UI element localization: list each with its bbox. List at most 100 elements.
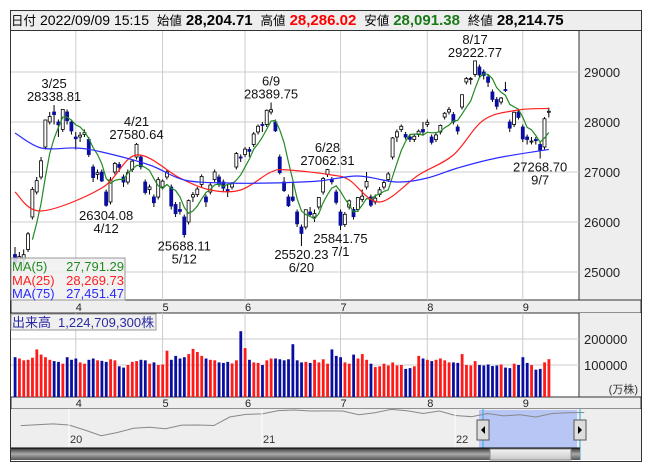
- volume-bar: [35, 349, 39, 397]
- candle-body: [390, 137, 395, 158]
- ma-legend: [10, 257, 126, 301]
- candle-body: [442, 112, 447, 118]
- volume-bar: [143, 360, 147, 397]
- volume-bar: [261, 365, 264, 397]
- candle-body: [408, 136, 412, 140]
- candle-body: [334, 191, 339, 203]
- annotation-value: 25841.75: [313, 231, 367, 246]
- annotation-value: 27580.64: [109, 127, 163, 142]
- candle-body: [238, 156, 243, 159]
- annotation-date: 5/12: [172, 252, 197, 267]
- month-label: 5: [162, 398, 168, 410]
- candle-body: [65, 111, 69, 122]
- volume-tick-label: 200000: [584, 332, 627, 347]
- volume-bar: [152, 362, 156, 397]
- candle-body: [308, 211, 313, 215]
- candle-body: [360, 195, 365, 200]
- candle-body: [286, 196, 291, 207]
- volume-bar: [452, 362, 455, 397]
- ma75-value: 27,451.47: [66, 286, 124, 301]
- candle-body: [434, 134, 438, 140]
- volume-bar: [209, 359, 212, 397]
- annotation-value: 27268.70: [513, 160, 567, 175]
- volume-bar: [57, 361, 60, 397]
- volume-bar: [378, 366, 382, 397]
- annotation-date: 4/21: [124, 114, 149, 129]
- volume-bar: [439, 358, 442, 397]
- candle-body: [395, 131, 399, 138]
- candle-body: [260, 124, 265, 126]
- candle-body: [195, 188, 200, 195]
- volume-bar: [91, 358, 95, 397]
- candle-body: [247, 149, 252, 152]
- volume-bar: [313, 359, 316, 397]
- month-label: 9: [523, 302, 529, 314]
- candle-body: [525, 136, 530, 140]
- volume-bar: [447, 362, 451, 397]
- high-value: 28,286.02: [289, 12, 357, 29]
- candle-body: [143, 181, 148, 193]
- candle-body: [399, 125, 404, 130]
- volume-bar: [104, 361, 108, 397]
- volume-bar: [382, 363, 386, 397]
- volume-bar: [508, 368, 512, 397]
- annotation-value: 28389.75: [244, 87, 298, 102]
- candle-body: [47, 116, 52, 123]
- candle-body: [425, 121, 430, 125]
- volume-bar: [65, 357, 69, 397]
- volume-bar: [330, 349, 334, 397]
- month-label: 7: [340, 302, 346, 314]
- candle-body: [34, 180, 39, 193]
- volume-bar: [48, 359, 52, 397]
- volume-bar: [391, 362, 395, 397]
- annotation-date: 3/25: [41, 76, 66, 91]
- volume-bar: [217, 362, 221, 397]
- volume-bar: [243, 348, 247, 397]
- volume-bar: [512, 363, 516, 397]
- candle-body: [477, 66, 482, 76]
- candle-body: [52, 111, 56, 115]
- volume-bar: [169, 359, 173, 397]
- volume-month-axis-strip: [10, 396, 642, 410]
- candle-body: [468, 78, 473, 80]
- volume-bar: [491, 366, 494, 397]
- volume-bar: [61, 363, 65, 397]
- volume-bar: [412, 366, 416, 397]
- volume-bar: [421, 358, 425, 397]
- volume-bar: [182, 357, 186, 397]
- month-label: 8: [427, 302, 433, 314]
- candle-body: [546, 110, 551, 113]
- candle-body: [78, 134, 82, 138]
- volume-bar: [148, 363, 152, 397]
- volume-bar: [44, 357, 47, 397]
- candle-body: [494, 99, 499, 107]
- price-tick-label: 27000: [584, 165, 620, 180]
- candle-body: [516, 111, 521, 118]
- candle-body: [117, 164, 122, 168]
- candle-body: [178, 209, 182, 212]
- navigator-year-label: 21: [263, 434, 275, 446]
- volume-bar: [473, 361, 477, 397]
- candle-body: [243, 148, 247, 155]
- candle-body: [269, 109, 273, 113]
- candle-body: [503, 89, 508, 91]
- navigator-scrollbar-track[interactable]: [11, 448, 580, 460]
- candle-body: [234, 153, 239, 168]
- chart-frame: [10, 10, 642, 462]
- close-value: 28,214.75: [496, 12, 564, 29]
- volume-bar: [317, 362, 321, 397]
- navigator-scrollbar-thumb[interactable]: [489, 448, 572, 461]
- ma5-label: MA(5): [12, 259, 47, 274]
- candle-body: [39, 160, 43, 178]
- ma25-line: [14, 107, 549, 212]
- volume-bar: [334, 355, 338, 397]
- volume-bar: [291, 344, 295, 397]
- volume-bar: [308, 362, 312, 397]
- candle-body: [529, 140, 534, 143]
- candle-body: [282, 181, 286, 191]
- candle-body: [490, 91, 495, 100]
- candle-body: [451, 114, 456, 123]
- candle-body: [421, 129, 425, 133]
- volume-bar: [18, 358, 21, 397]
